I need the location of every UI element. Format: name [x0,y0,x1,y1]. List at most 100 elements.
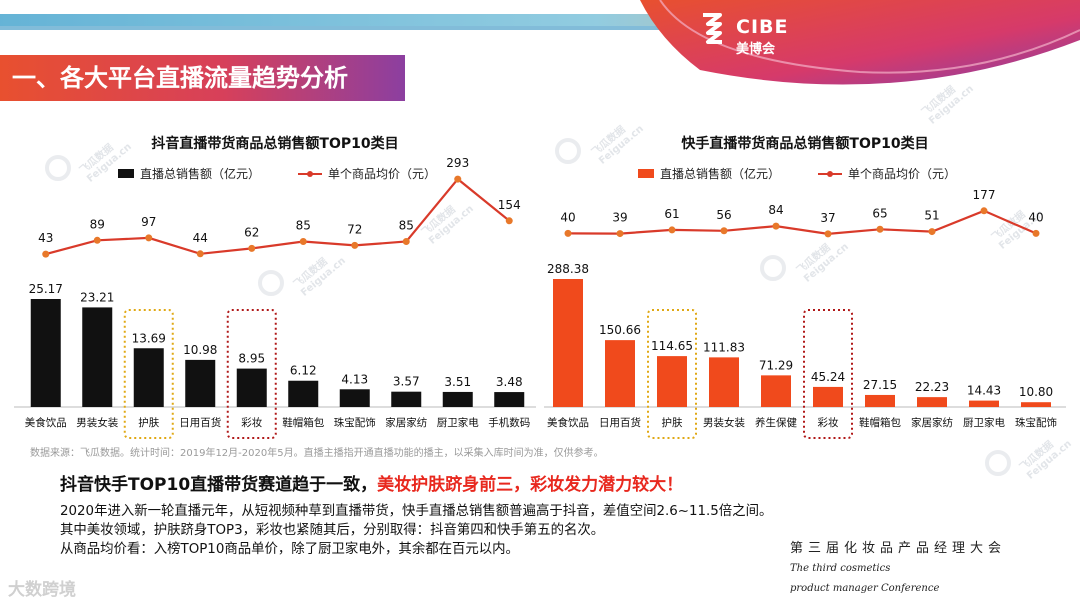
bar-value-label: 150.66 [599,323,641,337]
bar [813,386,843,407]
category-label: 手机数码 [488,416,530,429]
slide-title: 一、各大平台直播流量趋势分析 [0,55,405,101]
price-point [564,229,572,237]
price-label: 44 [193,231,208,245]
category-label: 家居家纺 [385,416,427,429]
bar-value-label: 14.43 [967,384,1001,398]
legend-line-label: 单个商品均价（元） [848,166,956,181]
price-point [351,241,359,249]
bar [236,368,267,407]
price-point [454,175,462,183]
category-label: 养生保健 [755,416,797,429]
category-label: 彩妆 [818,416,839,429]
price-label: 72 [347,222,362,236]
category-label: 美食饮品 [25,416,67,429]
price-point [42,250,50,258]
category-label: 日用百货 [179,416,221,429]
conference-caption: 第三届化妆品产品经理大会 The third cosmetics product… [790,537,1006,596]
bar [605,340,635,407]
bar-value-label: 23.21 [80,290,114,304]
top-stripe [0,0,1080,85]
bar [709,357,739,407]
category-label: 护肤 [138,416,159,429]
bar [917,397,947,407]
bar [553,279,583,407]
category-label: 日用百货 [599,416,641,429]
headline-part1: 抖音快手TOP10直播带货赛道趋于一致， [60,475,378,495]
bar [339,389,370,407]
price-label: 39 [612,211,627,225]
price-point [93,236,101,244]
price-point [402,238,410,245]
body-line: 从商品均价看：入榜TOP10商品单价，除了厨卫家电外，其余都在百元以内。 [60,542,519,557]
bar-value-label: 22.23 [915,380,949,394]
bar-value-label: 13.69 [132,331,166,345]
category-label: 鞋帽箱包 [859,416,901,429]
bar [865,394,895,407]
price-point [505,217,513,225]
price-point [720,227,728,235]
price-point [928,228,936,236]
bar-value-label: 3.57 [393,375,420,389]
legend-line-marker [307,171,313,177]
conference-en-line1: The third cosmetics [790,563,891,574]
price-label: 154 [498,198,521,212]
category-label: 珠宝配饰 [1015,416,1057,429]
bar-value-label: 25.17 [29,282,63,296]
price-label: 40 [560,210,575,224]
bar-value-label: 27.15 [863,378,897,392]
price-point [248,244,256,252]
price-line [45,177,510,256]
watermark-logo-icon [985,450,1011,476]
category-label: 护肤 [662,416,683,429]
category-label: 家居家纺 [911,416,953,429]
price-label: 51 [924,209,939,223]
price-label: 56 [716,208,731,222]
price-label: 97 [141,215,156,229]
category-label: 珠宝配饰 [334,416,376,429]
bar-value-label: 45.24 [811,370,845,384]
price-label: 89 [90,217,105,231]
legend-bar-label: 直播总销售额（亿元） [140,166,260,181]
category-label: 厨卫家电 [963,416,1005,429]
price-point [824,230,832,238]
highlight-box [226,309,277,439]
price-point [196,250,204,258]
chart-title: 抖音直播带货商品总销售额TOP10类目 [151,135,398,152]
bar [494,392,525,407]
price-point [299,238,307,245]
bar-value-label: 71.29 [759,358,793,372]
headline-highlight: 美妆护肤跻身前三，彩妆发力潜力较大！ [377,475,684,495]
logo-word: CIBE [736,16,789,38]
logo-cn: 美博会 [736,42,776,57]
category-label: 美食饮品 [547,416,589,429]
bar [761,375,791,407]
price-label: 84 [768,203,783,217]
bar-value-label: 10.98 [183,343,217,357]
category-label: 彩妆 [241,416,262,429]
bar [442,391,473,407]
bar [30,299,61,407]
body-line: 2020年进入新一轮直播元年，从短视频种草到直播带货，快手直播总销售额普遍高于抖… [60,504,773,519]
price-label: 177 [973,188,996,202]
bar [391,391,422,407]
price-point [980,207,988,215]
bar-value-label: 288.38 [547,262,589,276]
price-label: 61 [664,207,679,221]
legend-bar-swatch [118,169,134,178]
watermark-logo-icon [760,255,786,281]
bar-value-label: 111.83 [703,340,745,354]
category-label: 厨卫家电 [437,416,479,429]
bar [657,356,687,407]
highlight-box [123,309,174,439]
watermark-logo-icon [258,270,284,296]
conference-cn: 第三届化妆品产品经理大会 [790,541,1007,556]
watermark-logo-icon [45,155,71,181]
category-label: 鞋帽箱包 [282,416,324,429]
price-point [616,230,624,238]
price-label: 85 [296,219,311,233]
bar-value-label: 3.48 [496,375,523,389]
bar-value-label: 8.95 [238,352,265,366]
